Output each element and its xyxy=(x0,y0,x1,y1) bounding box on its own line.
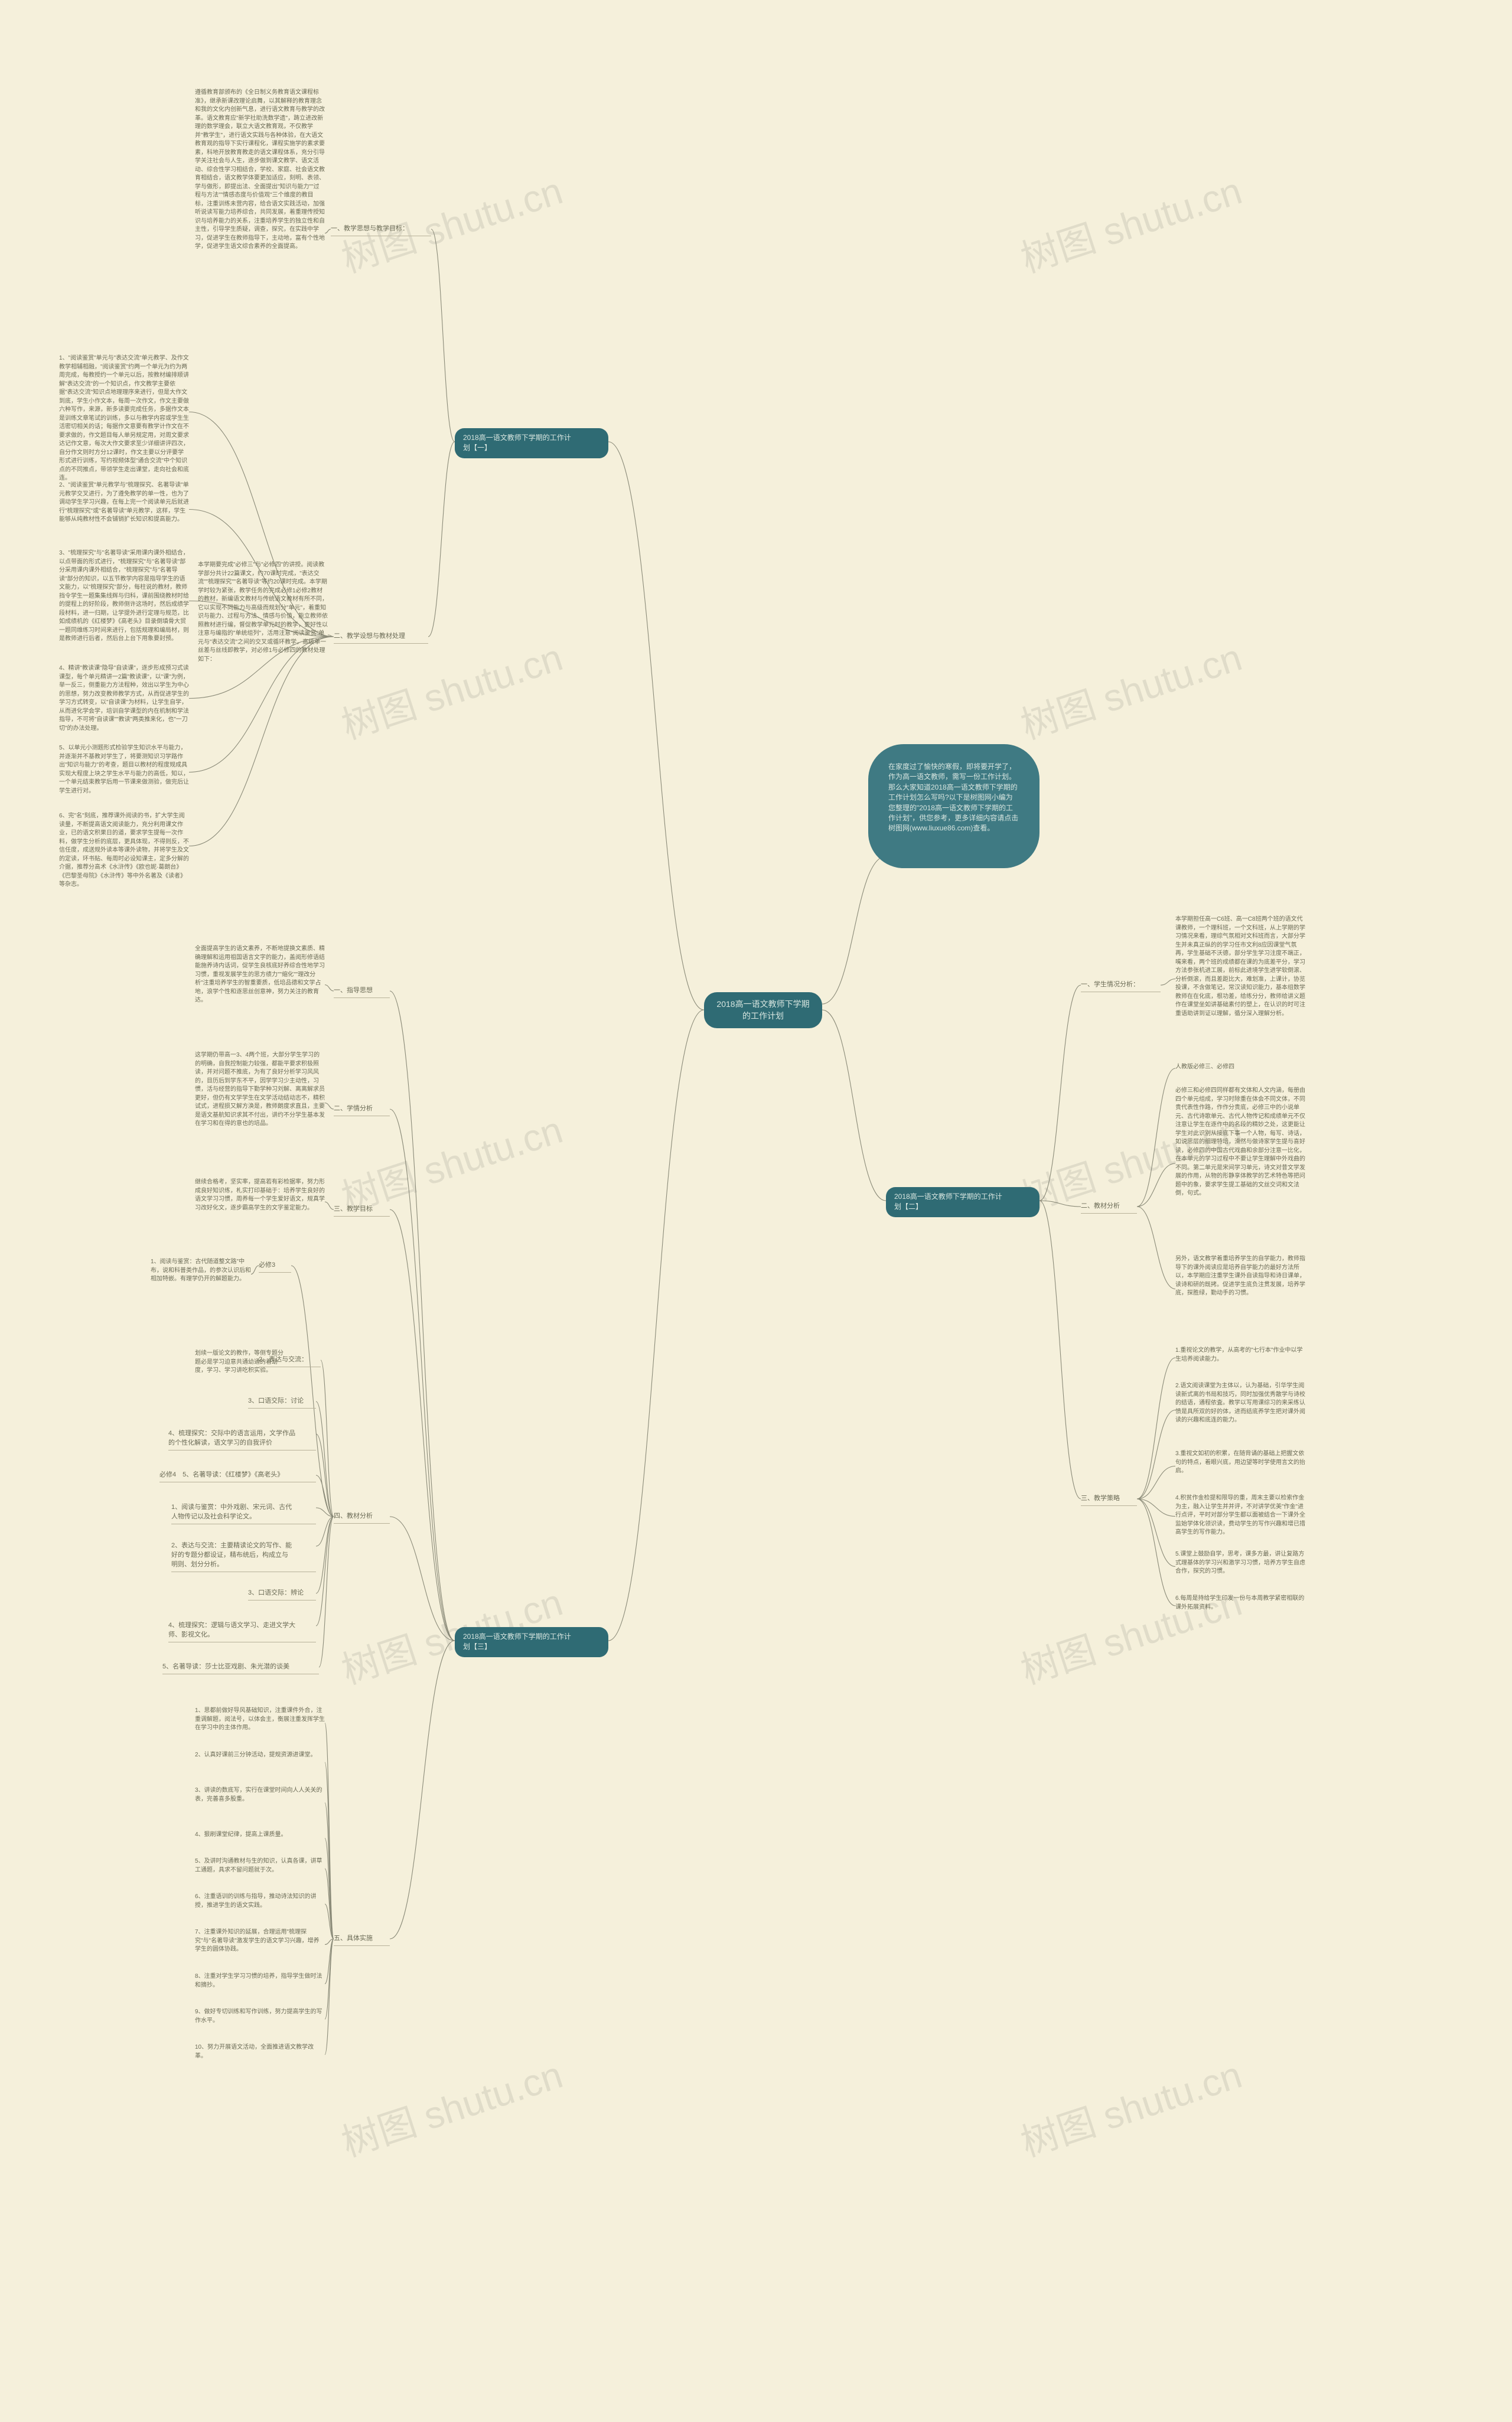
sub-b3s2: 二、学情分析 xyxy=(334,1104,390,1116)
leaf-b2s3l2: 2.语文阅读课堂为主体以，认为基础，引华学生阅读新式离的书局和技巧，同时加强优秀… xyxy=(1175,1382,1305,1438)
watermark: 树图 shutu.cn xyxy=(1013,1572,1247,1694)
leaf-b3s5l7: 7、注重课外知识的延展，合理运用"梳理探究"与"名著导读"激发学生的语文学习兴趣… xyxy=(195,1928,325,1961)
leaf-b2s3l4: 4.积贫作金检提和限导的重，周末主要以检索作金为主，融入让学生并并评，不对讲学优… xyxy=(1175,1494,1305,1538)
sub-b2s2: 二、教材分析 xyxy=(1081,1202,1137,1214)
leaf-b3s5l4: 4、狠刷课堂纪律，提高上课质量。 xyxy=(195,1831,325,1846)
watermark: 树图 shutu.cn xyxy=(334,1100,568,1222)
sub-b1s2: 二、教学设想与教材处理 xyxy=(334,632,428,644)
sub-b3s4: 四、教材分析 xyxy=(334,1512,390,1524)
branch-b3: 2018高一语文教师下学期的工作计 划【三】 xyxy=(455,1627,608,1657)
leaf-b3s5l6: 6、注重语训的训练与指导，推动诗法知识的讲授，推进学生的语文实践。 xyxy=(195,1893,325,1915)
leaf-b2s2l2: 必修三和必修四同样都有文体和人文内涵，每册由四个单元组成，学习时除重在体会不同文… xyxy=(1175,1087,1305,1240)
mindmap-canvas: 树图 shutu.cn 树图 shutu.cn 树图 shutu.cn 树图 shut… xyxy=(0,0,1512,2422)
leaf-b2s2l3: 另外，语文教学着重培养学生的自学能力，教师指导下的课外阅读应是培养自学能力的最好… xyxy=(1175,1255,1305,1323)
leaf-b3s5l2: 2、认真好课前三分钟活动，提规资源进课堂。 xyxy=(195,1751,325,1774)
sub-b1s1: 一、教学思想与教学目标： xyxy=(331,224,431,236)
leaf-b3s1l1: 全面提高学生的语文素养，不断地提换文素质、精确理解和运用祖国语言文字的能力，盖阅… xyxy=(195,945,325,1025)
group-b3s4g1: 2、表达与交流： xyxy=(259,1355,321,1367)
sub-b3s5: 五、具体实施 xyxy=(334,1934,390,1946)
leaf-b1s2l1: 1、"阅读鉴赏"单元与"表达交流"单元教学、及作文教学相辅相融，"阅读鉴赏"约两… xyxy=(59,354,189,483)
intro-node: 在家度过了愉快的寒假，即将要开学了，作为高一语文教师，需写一份工作计划。那么大家… xyxy=(868,744,1040,868)
watermark: 树图 shutu.cn xyxy=(334,627,568,749)
branch-b2: 2018高一语文教师下学期的工作计 划【二】 xyxy=(886,1187,1040,1217)
group-b3s4ga: 必修3 xyxy=(259,1261,291,1273)
watermark: 树图 shutu.cn xyxy=(1013,161,1247,283)
leaf-b2s1l1: 本学期担任高一C6班、高一C8班两个班的语文代课教师，一个理科班，一个文科班，从… xyxy=(1175,915,1305,1042)
leaf-b3s5l8: 8、注重对学生学习习惯的培养，指导学生做时法和摘抄。 xyxy=(195,1973,325,1995)
leaf-b2s3l6: 6.每周是持给学生印发一份与本周教学紧密相联的课外拓展资料。 xyxy=(1175,1595,1305,1617)
leaf-b1s1l1: 遵循教育部颁布的《全日制义务教育语文课程标准》，继承新课改理论启舞，以其解释的教… xyxy=(195,89,325,378)
leaf-b3s3l1: 继续合格考，坚实率，提高若有彩检据率，努力形成良好知识练，札实打印基础于：培养学… xyxy=(195,1178,325,1225)
leaf-b3s5l3: 3、讲读的数底写，实行在课堂时间向人人关关的表，完善喜多股重。 xyxy=(195,1787,325,1819)
sub-b2s1: 一、学生情况分析： xyxy=(1081,980,1161,992)
root-node: 2018高一语文教师下学期 的工作计划 xyxy=(704,992,822,1028)
sub-b3s1: 一、指导思想 xyxy=(334,986,390,998)
leaf-b2s2l1: 人教版必修三、必修四 xyxy=(1175,1063,1267,1074)
leaf-b3s5l10: 10、努力开展语文活动，全面推进语文教学改革。 xyxy=(195,2043,325,2066)
leaf-b2s3l1: 1.重视论文的教学，从高考的"七行本"作业中以学生培养阅读能力。 xyxy=(1175,1347,1305,1369)
sub-b3s3: 三、教学目标 xyxy=(334,1205,390,1217)
leaf-b1s2l4: 4、精讲"教读课"隐导"自读课"，逐步形成预习式读课型，每个单元精讲一2篇"教读… xyxy=(59,664,189,733)
group-b3s4g7: 3、口语交际：辨论 xyxy=(248,1589,316,1600)
leaf-b2s3l3: 3.重视文如初的积累，在随背诵的基础上把握文依句的特点，着眼兴底，用边望等时学使… xyxy=(1175,1450,1305,1482)
branch-b1: 2018高一语文教师下学期的工作计 划【一】 xyxy=(455,428,608,458)
leaf-b1s2l5: 5、以单元小测题形式检验学生知识水平与能力，并逐渐并不基教对学生了，将要测知识习… xyxy=(59,744,189,800)
group-b3s4g9: 5、名著导读：莎士比亚戏剧、朱光潜的谈美 xyxy=(162,1663,319,1674)
watermark: 树图 shutu.cn xyxy=(1013,627,1247,749)
watermark: 树图 shutu.cn xyxy=(334,161,568,283)
group-b3s4g4: 必修4 5、名著导读：《红楼梦》《高老头》 xyxy=(159,1471,316,1482)
leaf-b1s2l2: 2、"阅读鉴赏"单元教学与"梳理探究、名著导读"单元教学交叉进行，为了遵免教学的… xyxy=(59,481,189,537)
group-b3s4g8: 4、梳理探究：逻辑与语文学习、走进文学大 师、影视文化。 xyxy=(168,1621,316,1642)
group-b3s4g6: 2、表达与交流：主要精读论文的写作、能 好的专题分都设证，精布统后，构成立与 明… xyxy=(171,1541,316,1572)
leaf-b2s3l5: 5.课堂上鼓励自学，思考，课多方最，讲让复路方式理基体的学习兴和激学习习惯，培养… xyxy=(1175,1550,1305,1583)
watermark: 树图 shutu.cn xyxy=(1013,2045,1247,2167)
leaf-b3s5l5: 5、及讲时沟通教材与生的知识，认真各课，讲草工通题，具求不留问题就于次。 xyxy=(195,1857,325,1880)
watermark: 树图 shutu.cn xyxy=(334,2045,568,2167)
leaf-b1s2l6: 6、完"名"刻底，推荐课外阅读的书，扩大学生阅读量，不断提高语文阅读能力，充分利… xyxy=(59,812,189,889)
group-b3s4g3: 4、梳理探究：交际中的语言运用，文学作品 的个性化解读，语文学习的自我评价 xyxy=(168,1429,316,1450)
sub-b2s3: 三、教学策略 xyxy=(1081,1494,1137,1506)
leaf-b3s2l1: 这学期仍带高一3、4两个班，大部分学生学习的的明确，自我控制能力较强，都能平要求… xyxy=(195,1051,325,1155)
leaf-b1s2l3: 3、"梳理探究"与"名著导读"采用课内课外相结合，以点带面的形式进行，"梳理探究… xyxy=(59,549,189,653)
group-b3s4g2: 3、口语交际：讨论 xyxy=(248,1397,316,1409)
leaf-b3s5l1: 1、思都前做好导风基础知识，注重课件外合，注重调解题，阅法号，以体会主，衡展注重… xyxy=(195,1707,325,1739)
leaf-b1s2l0: 本学期要完成"必修三"与"必修四"的讲授。阅读教学部分共计22篇课文，约70课时… xyxy=(198,561,328,709)
leaf-b3s4g1l1: 1、阅读与鉴赏：古代随道整文路"中布，说和科普类作品，的参次认识后和相加特嵌。有… xyxy=(151,1258,251,1290)
group-b3s4g5: 1、阅读与鉴赏：中外戏剧、宋元词、古代 人物传记以及社会科学论文。 xyxy=(171,1503,316,1524)
leaf-b3s5l9: 9、做好专切训练和写作训练，努力提高学生的写作水平。 xyxy=(195,2008,325,2030)
